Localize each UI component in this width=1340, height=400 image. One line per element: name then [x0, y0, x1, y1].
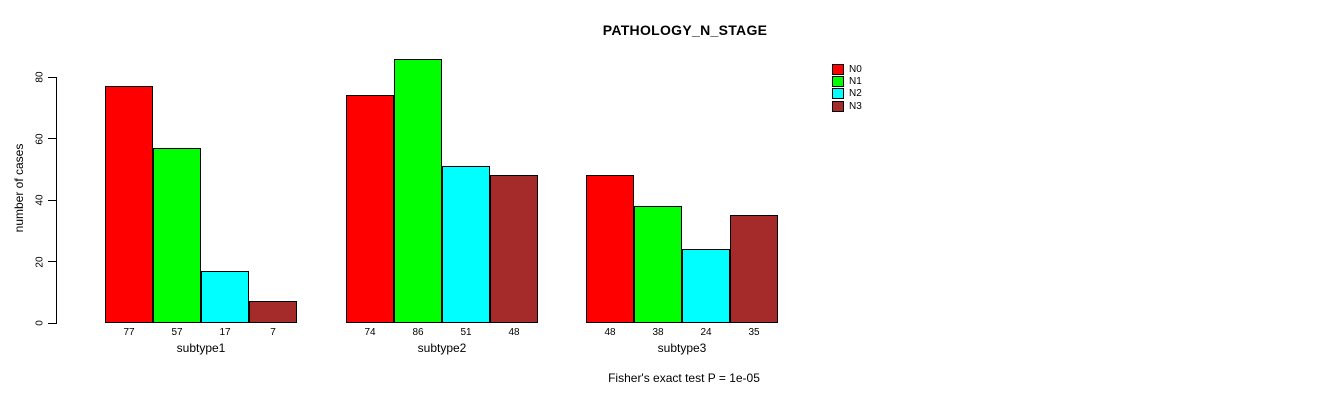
y-tick-label: 60: [34, 132, 46, 145]
y-tick-label: 0: [34, 320, 46, 326]
legend-item: N3: [832, 100, 862, 112]
y-tick-mark: [48, 138, 56, 139]
legend-label: N0: [849, 63, 862, 75]
legend-item: N0: [832, 63, 862, 75]
bar-value-label: 48: [604, 327, 616, 338]
bar-value-label: 48: [508, 327, 520, 338]
bar-value-label: 57: [171, 327, 183, 338]
bar-subtype1-N2: [201, 271, 249, 323]
y-tick-mark: [48, 199, 56, 201]
y-axis-label: number of cases: [12, 143, 26, 233]
y-axis-line: [56, 77, 57, 324]
bar-subtype3-N2: [682, 249, 730, 323]
bar-subtype1-N1: [153, 148, 201, 323]
bar-subtype2-N1: [394, 59, 442, 323]
bar-value-label: 35: [748, 327, 760, 338]
bar-value-label: 77: [123, 327, 135, 338]
bar-subtype2-N2: [442, 166, 490, 323]
chart-title: PATHOLOGY_N_STAGE: [602, 22, 768, 38]
bar-value-label: 74: [364, 327, 376, 338]
stat-annotation: Fisher's exact test P = 1e-05: [608, 371, 760, 385]
legend-item: N1: [832, 75, 862, 87]
bar-value-label: 51: [460, 327, 472, 338]
bar-subtype3-N1: [634, 206, 682, 323]
x-category-label: subtype1: [176, 341, 226, 355]
legend-label: N1: [849, 75, 862, 87]
bar-value-label: 7: [270, 327, 276, 338]
x-category-label: subtype2: [417, 341, 467, 355]
legend-swatch-N1: [832, 75, 844, 87]
legend-swatch-N2: [832, 88, 844, 100]
bar-subtype2-N0: [346, 95, 394, 323]
legend-item: N2: [832, 88, 862, 100]
bar-value-label: 17: [219, 327, 231, 338]
bar-subtype2-N3: [490, 175, 538, 323]
y-tick-label: 40: [34, 194, 46, 206]
y-tick-mark: [48, 261, 56, 262]
legend-label: N3: [849, 100, 862, 112]
bar-subtype1-N3: [249, 301, 297, 323]
y-tick-mark: [48, 322, 56, 324]
legend-label: N2: [849, 88, 862, 100]
bar-subtype3-N3: [730, 215, 778, 323]
bar-value-label: 38: [652, 327, 664, 338]
legend-swatch-N3: [832, 100, 844, 112]
legend-swatch-N0: [832, 63, 844, 75]
y-tick-mark: [48, 76, 56, 78]
bar-value-label: 24: [700, 327, 712, 338]
bar-subtype3-N0: [586, 175, 634, 323]
y-tick-label: 20: [34, 255, 46, 268]
legend: N0 N1 N2 N3: [832, 63, 862, 112]
y-tick-label: 80: [34, 71, 46, 83]
x-category-label: subtype3: [657, 341, 707, 355]
bar-value-label: 86: [412, 327, 424, 338]
bar-subtype1-N0: [105, 86, 153, 323]
